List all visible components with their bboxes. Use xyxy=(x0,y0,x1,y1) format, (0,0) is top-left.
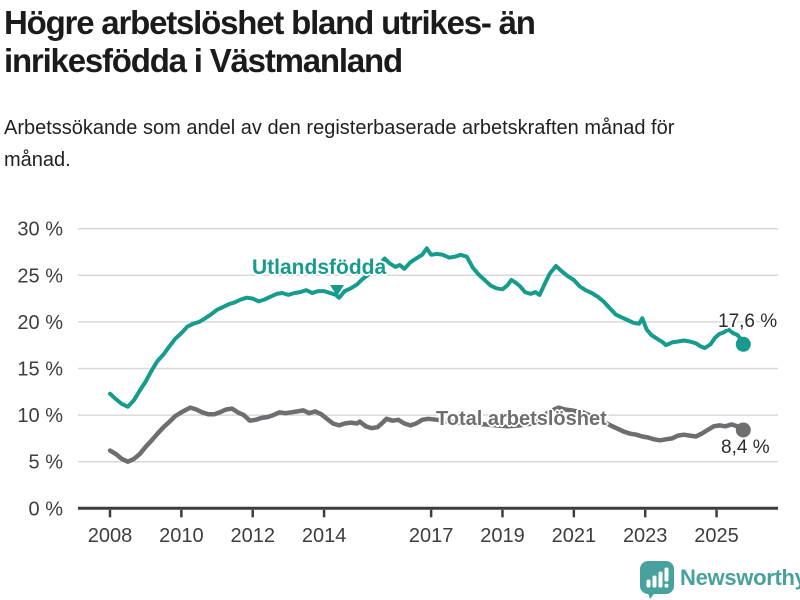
series-label-utlandsfodda: Utlandsfödda xyxy=(252,256,387,279)
logo-bubble-tail xyxy=(647,590,657,599)
end-value-label-utlandsfodda: 17,6 % xyxy=(718,311,778,332)
x-tick-label: 2010 xyxy=(159,525,204,547)
end-value-label-total: 8,4 % xyxy=(721,437,770,458)
logo-bubble xyxy=(640,561,674,594)
x-tick-label: 2023 xyxy=(623,525,668,547)
newsworthy-attribution: Newsworthy xyxy=(640,561,800,599)
y-tick-label: 10 % xyxy=(17,405,63,427)
series-end-dot-1 xyxy=(735,422,751,438)
y-tick-label: 30 % xyxy=(17,219,63,241)
logo-bar-2 xyxy=(652,575,657,588)
series-line-1 xyxy=(107,405,746,464)
logo-exclamation-dot xyxy=(664,583,669,588)
page-subtitle: Arbetssökande som andel av den registerb… xyxy=(4,117,675,171)
y-tick-label: 5 % xyxy=(29,452,64,474)
x-tick-label: 2025 xyxy=(694,525,739,547)
x-tick-label: 2019 xyxy=(480,525,525,547)
x-tick-label: 2017 xyxy=(409,525,454,547)
x-tick-label: 2008 xyxy=(88,525,133,547)
page-title: Högre arbetslöshet bland utrikes- än inr… xyxy=(4,4,536,79)
x-tick-label: 2014 xyxy=(302,525,347,547)
logo-bar-1 xyxy=(646,579,651,588)
series-end-dot-0 xyxy=(735,336,751,352)
series-annotation-arrow-down-icon xyxy=(330,285,344,296)
newsworthy-logo-icon xyxy=(640,561,674,599)
x-tick-label: 2012 xyxy=(230,525,275,547)
x-tick-label: 2021 xyxy=(552,525,597,547)
y-tick-label: 0 % xyxy=(29,498,64,520)
logo-bar-3 xyxy=(658,571,663,588)
y-tick-label: 25 % xyxy=(17,265,63,287)
series-line-0 xyxy=(108,246,746,409)
logo-exclamation-bar xyxy=(664,567,669,582)
series-label-total-arbetsloshet: Total arbetslöshet xyxy=(436,408,607,430)
y-tick-label: 15 % xyxy=(17,359,63,381)
newsworthy-wordmark: Newsworthy xyxy=(680,565,800,590)
y-tick-label: 20 % xyxy=(17,312,63,334)
